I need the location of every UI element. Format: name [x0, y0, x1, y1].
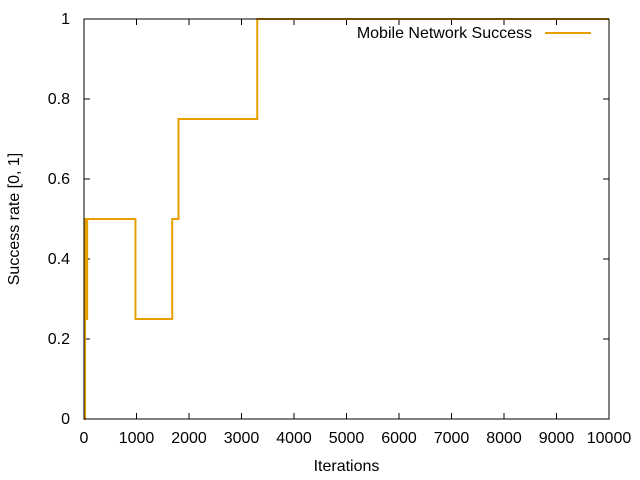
x-axis-label: Iterations — [314, 458, 380, 475]
y-tick-label: 0.6 — [48, 171, 70, 188]
y-tick-label: 0.2 — [48, 331, 70, 348]
tick-labels: 0 1000 2000 3000 4000 5000 6000 7000 8000 9000 100… — [48, 11, 632, 447]
y-tick-label: 0.8 — [48, 91, 70, 108]
y-tick-label: 0 — [61, 411, 70, 428]
x-tick-label: 10000 — [587, 430, 632, 447]
legend-entry-label: Mobile Network Success — [357, 25, 532, 42]
legend: Mobile Network Success — [357, 25, 591, 42]
y-axis-label: Success rate [0, 1] — [6, 153, 23, 286]
x-tick-label: 7000 — [434, 430, 470, 447]
y-tick-label: 0.4 — [48, 251, 70, 268]
x-tick-label: 1000 — [119, 430, 155, 447]
plot-frame — [83, 18, 610, 420]
x-tick-label: 0 — [80, 430, 89, 447]
series-layer — [84, 18, 609, 420]
x-tick-label: 5000 — [329, 430, 365, 447]
x-tick-label: 9000 — [539, 430, 575, 447]
y-tick-label: 1 — [61, 11, 70, 28]
ticks — [83, 18, 610, 420]
x-tick-label: 3000 — [224, 430, 260, 447]
x-tick-label: 4000 — [276, 430, 312, 447]
x-tick-label: 2000 — [171, 430, 207, 447]
series-line — [84, 18, 609, 420]
x-tick-label: 6000 — [381, 430, 417, 447]
x-tick-label: 8000 — [486, 430, 522, 447]
